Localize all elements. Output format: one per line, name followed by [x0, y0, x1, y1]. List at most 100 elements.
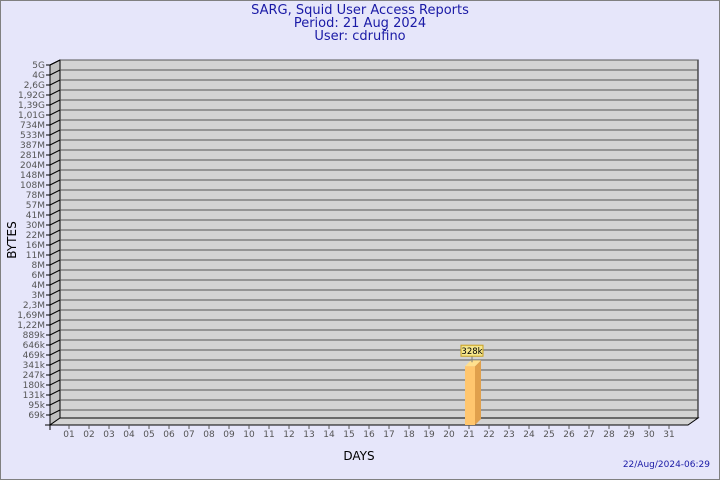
x-tick-label: 02 [83, 430, 94, 440]
bar-side [475, 360, 481, 425]
y-tick-slant [49, 159, 61, 166]
y-tick-label: 30M [26, 221, 45, 231]
y-tick-label: 95k [28, 401, 45, 411]
y-tick-slant [49, 189, 61, 196]
x-tick-label: 01 [63, 430, 74, 440]
x-tick-label: 29 [623, 430, 635, 440]
y-tick-label: 57M [26, 201, 45, 211]
y-tick-slant [49, 339, 61, 346]
y-tick-slant [49, 349, 61, 356]
y-tick-slant [49, 269, 61, 276]
y-tick-slant [49, 369, 61, 376]
y-tick-slant [49, 399, 61, 406]
y-tick-slant [49, 279, 61, 286]
y-tick-slant [49, 79, 61, 86]
y-tick-slant [49, 309, 61, 316]
x-tick-label: 31 [663, 430, 674, 440]
y-tick-slant [49, 69, 61, 76]
y-tick-label: 1,69M [17, 311, 45, 321]
y-tick-slant [49, 249, 61, 256]
x-tick-label: 25 [543, 430, 554, 440]
y-tick-label: 734M [20, 121, 45, 131]
y-tick-slant [49, 299, 61, 306]
x-tick-label: 07 [183, 430, 194, 440]
y-tick-label: 341k [23, 361, 46, 371]
y-tick-label: 16M [26, 241, 45, 251]
y-tick-slant [49, 139, 61, 146]
y-tick-slant [49, 149, 61, 156]
x-tick-label: 24 [523, 430, 535, 440]
plot-back-wall [59, 59, 699, 419]
y-tick-label: 387M [20, 141, 45, 151]
y-axis-label: BYTES [5, 221, 19, 258]
y-tick-slant [49, 169, 61, 176]
y-tick-slant [49, 229, 61, 236]
x-tick-label: 27 [583, 430, 594, 440]
y-tick-slant [49, 329, 61, 336]
y-tick-label: 4G [32, 71, 45, 81]
x-tick-label: 15 [343, 430, 354, 440]
y-tick-label: 180k [23, 381, 46, 391]
y-tick-slant [49, 99, 61, 106]
data-label: 328k [461, 347, 482, 357]
y-tick-label: 1,92G [18, 91, 45, 101]
x-tick-label: 08 [203, 430, 215, 440]
y-tick-label: 646k [23, 341, 46, 351]
y-tick-slant [49, 219, 61, 226]
y-tick-slant [49, 179, 61, 186]
y-tick-label: 1,01G [18, 111, 45, 121]
x-tick-label: 21 [463, 430, 474, 440]
x-tick-label: 20 [443, 430, 455, 440]
data-label-box [460, 344, 484, 357]
y-tick-slant [49, 259, 61, 266]
x-tick-label: 03 [103, 430, 114, 440]
bar [465, 366, 475, 425]
y-tick-label: 11M [26, 251, 45, 261]
y-tick-label: 22M [26, 231, 45, 241]
x-tick-label: 04 [123, 430, 135, 440]
x-tick-label: 06 [163, 430, 175, 440]
bar-top [465, 360, 481, 367]
y-tick-label: 469k [23, 351, 46, 361]
y-tick-label: 131k [23, 391, 46, 401]
y-tick-slant [49, 409, 61, 416]
x-tick-label: 23 [503, 430, 514, 440]
x-tick-label: 19 [423, 430, 435, 440]
x-tick-label: 12 [283, 430, 294, 440]
x-tick-label: 30 [643, 430, 655, 440]
y-tick-slant [49, 319, 61, 326]
y-tick-label: 889k [23, 331, 46, 341]
y-tick-slant [49, 359, 61, 366]
x-axis-label: DAYS [343, 449, 374, 463]
y-tick-slant [49, 59, 61, 66]
x-tick-label: 16 [363, 430, 375, 440]
y-tick-label: 108M [20, 181, 45, 191]
generated-timestamp: 22/Aug/2024-06:29 [622, 460, 710, 470]
y-tick-slant [49, 109, 61, 116]
x-tick-label: 10 [243, 430, 255, 440]
chart-user: User: cdrufino [314, 29, 406, 44]
x-tick-label: 11 [263, 430, 274, 440]
y-tick-slant [49, 239, 61, 246]
y-tick-label: 1,39G [18, 101, 45, 111]
x-tick-label: 05 [143, 430, 154, 440]
chart-title: SARG, Squid User Access Reports [251, 3, 469, 18]
y-tick-label: 533M [20, 131, 45, 141]
x-tick-label: 22 [483, 430, 494, 440]
y-tick-label: 6M [32, 271, 46, 281]
y-tick-label: 204M [20, 161, 45, 171]
y-tick-slant [49, 199, 61, 206]
x-tick-label: 26 [563, 430, 575, 440]
y-tick-label: 148M [20, 171, 45, 181]
plot-floor [48, 417, 700, 426]
y-tick-label: 3M [32, 291, 46, 301]
y-tick-label: 5G [32, 61, 45, 71]
y-tick-label: 41M [26, 211, 45, 221]
x-tick-label: 18 [403, 430, 415, 440]
x-tick-label: 17 [383, 430, 394, 440]
chart-period: Period: 21 Aug 2024 [293, 16, 427, 31]
y-tick-slant [49, 129, 61, 136]
y-tick-slant [49, 379, 61, 386]
y-tick-label: 1,22M [17, 321, 45, 331]
